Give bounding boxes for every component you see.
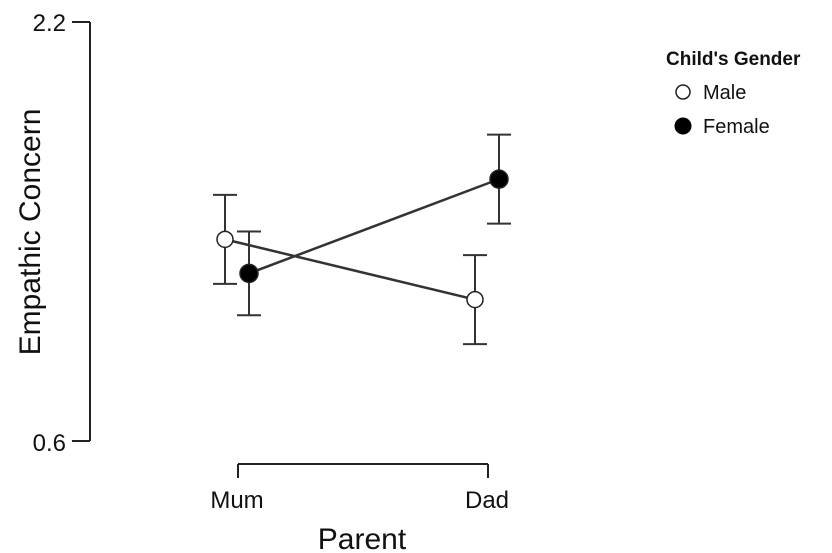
- error-bars: [213, 133, 511, 346]
- point-female-mum: [239, 263, 259, 284]
- series-lines: [224, 177, 500, 301]
- legend-label-male: Male: [703, 82, 746, 104]
- series-line-male: [224, 238, 476, 301]
- point-male-mum: [216, 230, 234, 249]
- y-tick-label-bottom: 0.6: [33, 430, 66, 457]
- x-axis-title: Parent: [318, 523, 407, 553]
- point-male-dad: [466, 290, 484, 309]
- x-tick-label-mum: Mum: [210, 487, 263, 514]
- legend-label-female: Female: [703, 116, 770, 138]
- y-tick-label-top: 2.2: [33, 10, 66, 37]
- legend-marker-female: [674, 117, 692, 135]
- legend-title: Child's Gender: [666, 49, 801, 70]
- data-points: [216, 169, 509, 309]
- point-female-dad: [489, 169, 509, 189]
- series-line-female: [248, 177, 500, 275]
- legend: Child's Gender Male Female: [666, 49, 801, 138]
- y-axis-title: Empathic Concern: [14, 109, 47, 356]
- x-tick-label-dad: Dad: [465, 487, 509, 514]
- legend-marker-male: [675, 84, 691, 100]
